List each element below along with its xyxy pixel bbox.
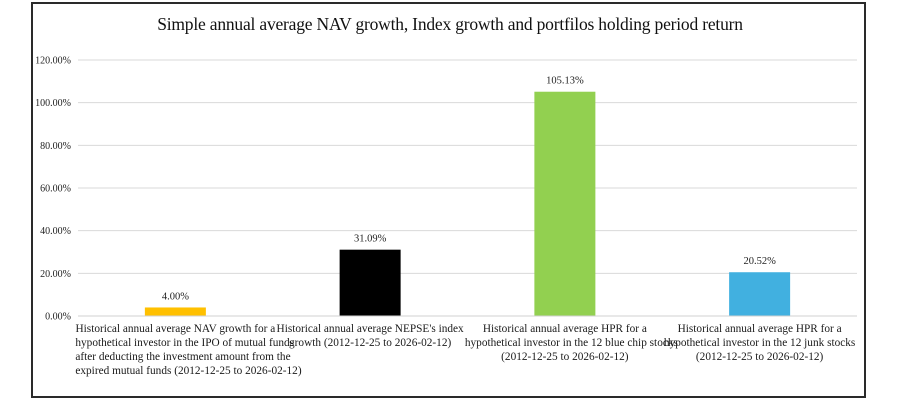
data-label: 105.13% xyxy=(546,76,584,87)
x-tick-label: Historical annual average HPR for a hypot… xyxy=(464,323,678,363)
bar xyxy=(339,249,401,316)
x-tick-label: Historical annual average NEPSE's index g… xyxy=(276,323,464,349)
data-label: 4.00% xyxy=(162,291,189,302)
data-label: 31.09% xyxy=(354,234,387,245)
x-tick-label: Historical annual average NAV growth for… xyxy=(75,323,302,377)
y-tick-label: 60.00% xyxy=(40,184,71,195)
bar xyxy=(729,272,791,316)
chart-frame xyxy=(31,2,866,398)
x-tick-label: Historical annual average HPR for a hypot… xyxy=(663,323,856,363)
y-tick-label: 40.00% xyxy=(40,226,71,237)
data-label: 20.52% xyxy=(743,256,776,267)
chart-title: Simple annual average NAV growth, Index … xyxy=(157,14,743,34)
bar xyxy=(144,307,206,316)
y-tick-label: 20.00% xyxy=(40,269,71,280)
y-tick-label: 120.00% xyxy=(35,56,71,67)
y-tick-label: 100.00% xyxy=(35,98,71,109)
y-tick-label: 80.00% xyxy=(40,141,71,152)
y-tick-label: 0.00% xyxy=(45,312,71,323)
bar xyxy=(534,91,596,317)
